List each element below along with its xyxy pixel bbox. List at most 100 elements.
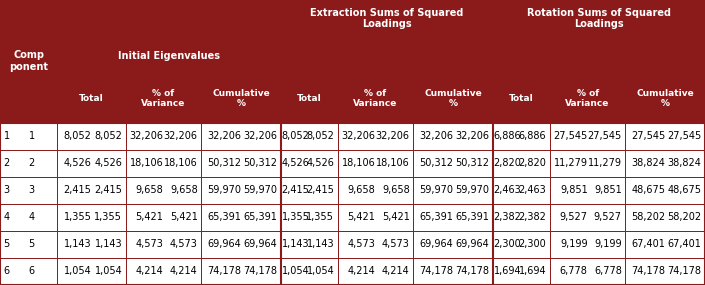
Text: 1,054: 1,054	[94, 266, 122, 276]
Text: 5,421: 5,421	[135, 212, 164, 222]
Text: 74,178: 74,178	[455, 266, 489, 276]
Bar	[338, 231, 413, 258]
Text: 1,143: 1,143	[307, 239, 334, 249]
Bar	[550, 258, 625, 285]
Bar	[201, 150, 281, 177]
Text: 74,178: 74,178	[631, 266, 666, 276]
Text: Rotation Sums of Squared
Loadings: Rotation Sums of Squared Loadings	[527, 8, 671, 29]
Text: 1,355: 1,355	[63, 212, 92, 222]
Text: 32,206: 32,206	[207, 131, 241, 141]
Bar	[0, 150, 57, 177]
Text: 6: 6	[28, 266, 35, 276]
Text: 59,970: 59,970	[419, 185, 453, 195]
Bar	[125, 123, 201, 150]
Text: 32,206: 32,206	[341, 131, 376, 141]
Text: 4: 4	[4, 212, 10, 222]
Bar	[201, 123, 281, 150]
Text: Comp
ponent: Comp ponent	[9, 50, 48, 72]
Text: 18,106: 18,106	[130, 158, 164, 168]
Bar	[57, 177, 125, 204]
Text: 18,106: 18,106	[164, 158, 197, 168]
Text: 1,054: 1,054	[281, 266, 309, 276]
Bar	[0, 204, 57, 231]
Bar	[493, 231, 550, 258]
Text: 5,421: 5,421	[382, 212, 410, 222]
Text: Total: Total	[79, 94, 104, 103]
Text: 65,391: 65,391	[207, 212, 241, 222]
Text: 65,391: 65,391	[419, 212, 453, 222]
Bar	[625, 150, 705, 177]
Bar	[413, 123, 493, 150]
Bar	[413, 150, 493, 177]
Text: 74,178: 74,178	[668, 266, 701, 276]
Text: 3: 3	[28, 185, 35, 195]
Bar	[413, 258, 493, 285]
Bar	[125, 74, 201, 123]
Text: 4,526: 4,526	[281, 158, 309, 168]
Text: 1,694: 1,694	[493, 266, 522, 276]
Bar	[338, 258, 413, 285]
Bar	[57, 204, 125, 231]
Text: 2,820: 2,820	[493, 158, 522, 168]
Text: 2,463: 2,463	[519, 185, 546, 195]
Bar	[201, 177, 281, 204]
Text: 27,545: 27,545	[667, 131, 701, 141]
Text: Total: Total	[509, 94, 534, 103]
Text: 27,545: 27,545	[631, 131, 666, 141]
Text: 9,199: 9,199	[560, 239, 588, 249]
Text: 9,658: 9,658	[170, 185, 197, 195]
Text: 8,052: 8,052	[63, 131, 92, 141]
Text: 4,573: 4,573	[170, 239, 197, 249]
Text: 9,851: 9,851	[560, 185, 588, 195]
Text: 8,052: 8,052	[281, 131, 309, 141]
Text: 6,778: 6,778	[594, 266, 622, 276]
Bar	[413, 74, 493, 123]
Text: 74,178: 74,178	[243, 266, 277, 276]
Bar	[201, 204, 281, 231]
Text: 48,675: 48,675	[631, 185, 666, 195]
Text: 11,279: 11,279	[588, 158, 622, 168]
Text: Total: Total	[297, 94, 321, 103]
Bar	[125, 177, 201, 204]
Text: 18,106: 18,106	[342, 158, 376, 168]
Bar	[493, 177, 550, 204]
Bar	[0, 231, 57, 258]
Bar	[57, 258, 125, 285]
Bar	[625, 231, 705, 258]
Text: Initial Eigenvalues: Initial Eigenvalues	[118, 50, 220, 61]
Bar	[281, 177, 338, 204]
Bar	[281, 150, 338, 177]
Bar	[57, 231, 125, 258]
Bar	[625, 204, 705, 231]
Bar	[0, 177, 57, 204]
Bar	[550, 150, 625, 177]
Text: 1,143: 1,143	[282, 239, 309, 249]
Bar	[57, 150, 125, 177]
Text: 2,300: 2,300	[519, 239, 546, 249]
Bar	[493, 150, 550, 177]
Text: 59,970: 59,970	[207, 185, 241, 195]
Text: 4,526: 4,526	[94, 158, 122, 168]
Text: 5,421: 5,421	[348, 212, 376, 222]
Text: 2,820: 2,820	[518, 158, 546, 168]
Text: 9,658: 9,658	[136, 185, 164, 195]
Bar	[338, 123, 413, 150]
Bar	[493, 74, 550, 123]
Bar	[0, 123, 57, 150]
Bar	[625, 74, 705, 123]
Bar	[0, 0, 57, 123]
Text: 4,214: 4,214	[170, 266, 197, 276]
Text: 6,886: 6,886	[519, 131, 546, 141]
Text: 2,382: 2,382	[493, 212, 522, 222]
Text: 69,964: 69,964	[455, 239, 489, 249]
Text: 59,970: 59,970	[455, 185, 489, 195]
Text: 58,202: 58,202	[631, 212, 666, 222]
Text: 1: 1	[4, 131, 10, 141]
Text: 50,312: 50,312	[207, 158, 241, 168]
Bar	[413, 204, 493, 231]
Bar	[493, 37, 705, 74]
Text: 2,463: 2,463	[493, 185, 522, 195]
Bar	[125, 150, 201, 177]
Bar	[493, 123, 550, 150]
Bar	[550, 177, 625, 204]
